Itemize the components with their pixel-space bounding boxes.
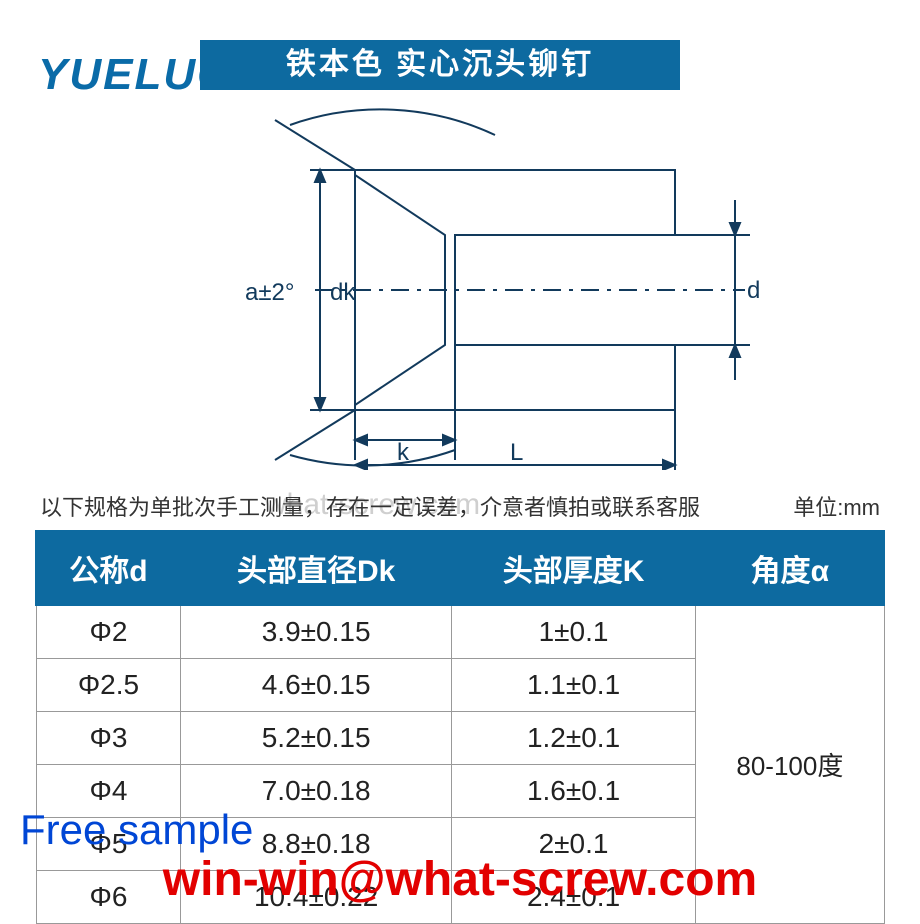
diagram-label-d: d — [747, 277, 760, 304]
measurement-note: 以下规格为单批次手工测量，存在一定误差，介意者慎拍或联系客服 — [40, 490, 700, 522]
cell-k: 1.2±0.1 — [451, 712, 695, 765]
diagram-label-k: k — [397, 439, 410, 466]
cell-dk: 4.6±0.15 — [181, 659, 452, 712]
cell-d: Φ2 — [36, 605, 181, 659]
free-sample-overlay: Free sample — [20, 806, 253, 854]
cell-dk: 3.9±0.15 — [181, 605, 452, 659]
col-nominal-d: 公称d — [36, 531, 181, 605]
table-header-row: 公称d 头部直径Dk 头部厚度K 角度α — [36, 531, 884, 605]
col-head-dk: 头部直径Dk — [181, 531, 452, 605]
title-banner: 铁本色 实心沉头铆钉 — [200, 40, 680, 90]
rivet-diagram: a±2° dk k L d — [135, 100, 775, 470]
cell-k: 1.1±0.1 — [451, 659, 695, 712]
cell-k: 1.6±0.1 — [451, 765, 695, 818]
cell-k: 1±0.1 — [451, 605, 695, 659]
col-head-k: 头部厚度K — [451, 531, 695, 605]
diagram-label-L: L — [510, 439, 523, 466]
contact-email-overlay: win-win@what-screw.com — [0, 852, 920, 907]
cell-d: Φ2.5 — [36, 659, 181, 712]
diagram-label-angle: a±2° — [245, 279, 294, 306]
diagram-label-dk: dk — [330, 279, 356, 306]
table-row: Φ2 3.9±0.15 1±0.1 80-100度 — [36, 605, 884, 659]
col-angle: 角度α — [696, 531, 884, 605]
cell-d: Φ3 — [36, 712, 181, 765]
cell-dk: 5.2±0.15 — [181, 712, 452, 765]
unit-note: 单位:mm — [793, 490, 880, 522]
